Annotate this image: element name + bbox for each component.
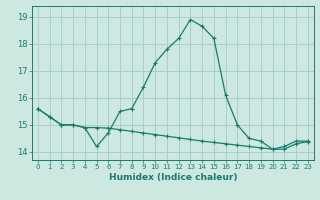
X-axis label: Humidex (Indice chaleur): Humidex (Indice chaleur) bbox=[108, 173, 237, 182]
